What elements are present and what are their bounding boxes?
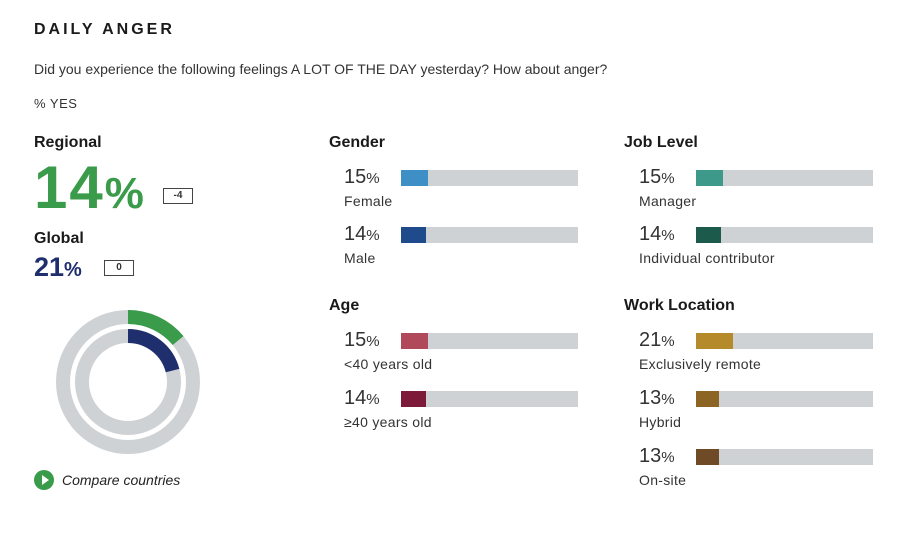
value-number: 13 (639, 387, 662, 409)
outer-ring-regional-arc (127, 310, 184, 346)
value-pct: % (366, 333, 380, 350)
work-location-heading: Work Location (624, 297, 735, 314)
work-location-label-1: Hybrid (639, 414, 682, 430)
value-number: 13 (639, 445, 662, 467)
unit-label: % YES (34, 96, 78, 111)
work-location-value-2: 13% (639, 446, 675, 466)
gender-label-1: Male (344, 250, 376, 266)
global-value: 21% (34, 254, 82, 281)
work-location-bar-track-2 (696, 449, 873, 465)
gender-heading: Gender (329, 134, 386, 151)
survey-question: Did you experience the following feeling… (34, 61, 608, 77)
age-value-1: 14% (344, 388, 380, 408)
value-pct: % (661, 333, 675, 350)
value-pct: % (366, 391, 380, 408)
value-number: 15 (344, 329, 367, 351)
age-bar-track-1 (401, 391, 578, 407)
job-level-bar-track-1 (696, 227, 873, 243)
regional-value: 14% (34, 158, 146, 218)
donut-chart (56, 310, 200, 454)
job-level-label-0: Manager (639, 193, 697, 209)
gender-label-0: Female (344, 193, 393, 209)
age-value-0: 15% (344, 330, 380, 350)
regional-value-number: 14 (34, 154, 105, 221)
gender-bar-0 (401, 170, 428, 186)
value-pct: % (661, 391, 675, 408)
global-label: Global (34, 230, 84, 247)
global-change-badge: 0 (104, 260, 134, 276)
gender-bar-track-1 (401, 227, 578, 243)
regional-value-pct: % (104, 169, 146, 218)
global-value-number: 21 (34, 252, 65, 282)
work-location-bar-track-0 (696, 333, 873, 349)
job-level-label-1: Individual contributor (639, 250, 775, 266)
value-pct: % (661, 227, 675, 244)
compare-countries-link[interactable]: Compare countries (62, 472, 181, 488)
age-label-1: ≥40 years old (344, 414, 432, 430)
gender-value-1: 14% (344, 224, 380, 244)
gender-value-0: 15% (344, 167, 380, 187)
job-level-bar-track-0 (696, 170, 873, 186)
value-pct: % (366, 170, 380, 187)
regional-label: Regional (34, 134, 102, 151)
value-pct: % (366, 227, 380, 244)
value-pct: % (661, 449, 675, 466)
age-bar-1 (401, 391, 426, 407)
age-label-0: <40 years old (344, 356, 433, 372)
work-location-value-0: 21% (639, 330, 675, 350)
job-level-bar-0 (696, 170, 723, 186)
work-location-label-0: Exclusively remote (639, 356, 762, 372)
chart-title: DAILY ANGER (34, 21, 175, 38)
value-number: 14 (344, 223, 367, 245)
gender-bar-track-0 (401, 170, 578, 186)
work-location-bar-0 (696, 333, 734, 349)
work-location-bar-1 (696, 391, 719, 407)
global-value-pct: % (64, 259, 82, 281)
age-heading: Age (329, 297, 360, 314)
job-level-value-1: 14% (639, 224, 675, 244)
value-number: 15 (639, 166, 662, 188)
job-level-bar-1 (696, 227, 721, 243)
work-location-label-2: On-site (639, 472, 687, 488)
work-location-bar-2 (696, 449, 719, 465)
work-location-value-1: 13% (639, 388, 675, 408)
value-number: 14 (639, 223, 662, 245)
gender-bar-1 (401, 227, 426, 243)
regional-change-badge: -4 (163, 188, 193, 204)
job-level-heading: Job Level (624, 134, 698, 151)
age-bar-track-0 (401, 333, 578, 349)
value-number: 21 (639, 329, 662, 351)
inner-ring-global-arc (127, 329, 180, 373)
age-bar-0 (401, 333, 428, 349)
job-level-value-0: 15% (639, 167, 675, 187)
value-number: 14 (344, 387, 367, 409)
play-icon[interactable] (34, 470, 54, 490)
work-location-bar-track-1 (696, 391, 873, 407)
value-pct: % (661, 170, 675, 187)
value-number: 15 (344, 166, 367, 188)
